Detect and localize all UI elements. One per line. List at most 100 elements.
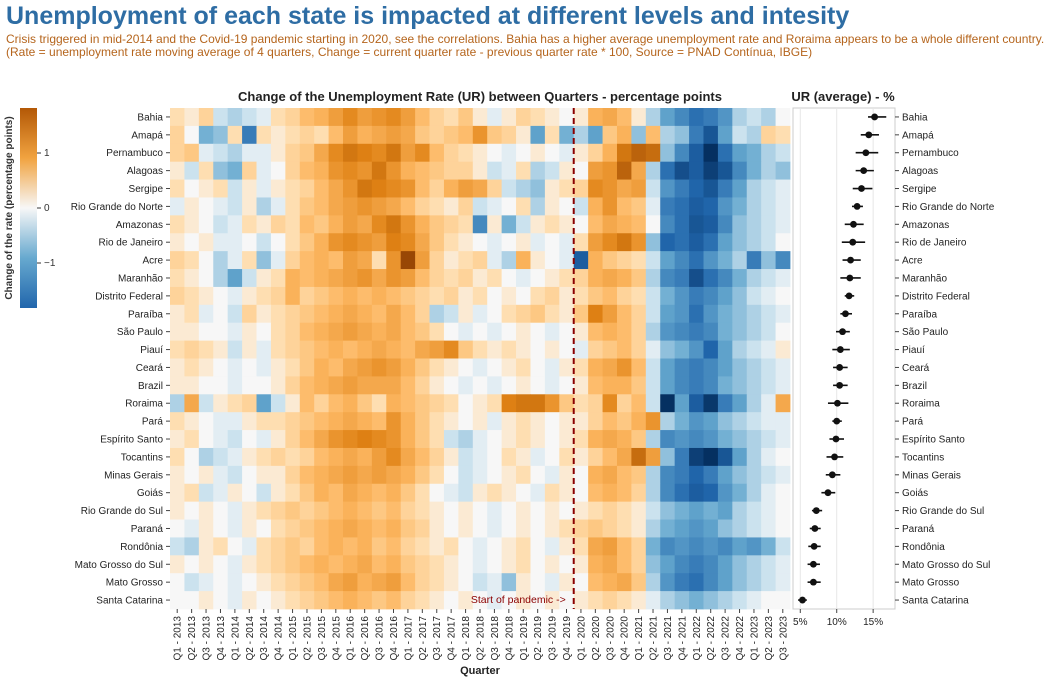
heatmap-cell bbox=[674, 108, 690, 127]
heatmap-cell bbox=[645, 483, 661, 503]
heatmap-cell bbox=[616, 108, 632, 127]
heatmap-cell bbox=[429, 286, 445, 306]
heatmap-cell bbox=[400, 573, 416, 592]
heatmap-cell bbox=[386, 340, 402, 359]
heatmap-cell bbox=[328, 465, 344, 485]
heatmap-cell bbox=[761, 358, 776, 377]
heatmap-cell bbox=[732, 465, 748, 485]
heatmap-cell bbox=[458, 519, 474, 538]
heatmap-cell bbox=[616, 537, 632, 556]
heatmap-cell bbox=[530, 286, 546, 306]
heatmap-cell bbox=[660, 179, 676, 198]
heatmap-cell bbox=[645, 465, 661, 485]
heatmap-cell bbox=[559, 125, 575, 145]
heatmap-cell bbox=[429, 412, 445, 431]
heatmap-cell bbox=[198, 555, 214, 574]
heatmap-cell bbox=[242, 197, 257, 216]
state-label: Paraná bbox=[131, 524, 164, 535]
heatmap-cell bbox=[588, 304, 603, 324]
heatmap-cell bbox=[501, 483, 517, 503]
heatmap-cell bbox=[227, 233, 243, 252]
heatmap-cell bbox=[544, 143, 560, 163]
heatmap-cell bbox=[645, 591, 661, 610]
heatmap-cell bbox=[689, 501, 704, 520]
heatmap-cell bbox=[501, 519, 517, 538]
heatmap-cell bbox=[530, 447, 546, 467]
heatmap-cell bbox=[227, 304, 243, 324]
heatmap-cell bbox=[415, 412, 430, 431]
heatmap-cell bbox=[616, 340, 632, 359]
heatmap-cell bbox=[746, 161, 762, 180]
heatmap-cell bbox=[429, 322, 445, 341]
heatmap-cell bbox=[674, 143, 690, 163]
heatmap-cell bbox=[660, 465, 676, 485]
dotplot-state-label: Distrito Federal bbox=[902, 291, 970, 302]
state-label: Goiás bbox=[137, 488, 163, 499]
heatmap-cell bbox=[573, 537, 589, 556]
heatmap-cell bbox=[299, 108, 315, 127]
heatmap-cell bbox=[227, 322, 243, 341]
heatmap-cell bbox=[732, 269, 748, 288]
heatmap-cell bbox=[242, 108, 257, 127]
heatmap-cell bbox=[616, 555, 632, 574]
heatmap-cell bbox=[487, 412, 503, 431]
heatmap-cell bbox=[256, 269, 272, 288]
heatmap-cell bbox=[256, 108, 272, 127]
heatmap-cell bbox=[530, 215, 546, 234]
heatmap-cell bbox=[314, 501, 330, 520]
state-label: Minas Gerais bbox=[104, 470, 163, 481]
heatmap-cell bbox=[314, 269, 330, 288]
dotplot-mean-dot bbox=[834, 399, 841, 407]
heatmap-cell bbox=[184, 465, 200, 485]
legend-title: Change of the rate (percentage points) bbox=[4, 116, 15, 299]
heatmap-cell bbox=[472, 430, 488, 449]
heatmap-cell bbox=[530, 340, 546, 359]
state-label: Alagoas bbox=[127, 166, 163, 177]
heatmap-cell bbox=[429, 197, 445, 216]
heatmap-cell bbox=[573, 340, 589, 359]
heatmap-cell bbox=[559, 179, 575, 198]
heatmap-cell bbox=[588, 340, 603, 359]
heatmap-cell bbox=[198, 322, 214, 341]
heatmap-cell bbox=[299, 143, 315, 163]
heatmap-cell bbox=[198, 483, 214, 503]
heatmap-cell bbox=[242, 233, 257, 252]
heatmap-cell bbox=[299, 591, 315, 610]
heatmap-cell bbox=[703, 412, 719, 431]
heatmap-cell bbox=[443, 286, 459, 306]
heatmap-cell bbox=[717, 358, 733, 377]
heatmap-cell bbox=[746, 340, 762, 359]
heatmap-cell bbox=[530, 233, 546, 252]
heatmap-cell bbox=[732, 322, 748, 341]
heatmap-cell bbox=[761, 233, 776, 252]
heatmap-cell bbox=[602, 286, 618, 306]
heatmap-cell bbox=[472, 483, 488, 503]
heatmap-cell bbox=[415, 430, 430, 449]
heatmap-cell bbox=[732, 304, 748, 324]
dotplot-mean-dot bbox=[865, 131, 873, 139]
heatmap-cell bbox=[631, 125, 647, 145]
heatmap-cell bbox=[256, 125, 272, 145]
heatmap-cell bbox=[616, 215, 632, 234]
heatmap-cell bbox=[573, 179, 589, 198]
heatmap-cell bbox=[299, 519, 315, 538]
heatmap-cell bbox=[645, 197, 661, 216]
heatmap-cell bbox=[328, 286, 344, 306]
heatmap-cell bbox=[775, 519, 791, 538]
heatmap-cell bbox=[314, 394, 330, 413]
heatmap-cell bbox=[270, 197, 286, 216]
heatmap-cell bbox=[487, 465, 503, 485]
heatmap-cell bbox=[717, 143, 733, 163]
heatmap-cell bbox=[703, 286, 719, 306]
heatmap-cell bbox=[299, 233, 315, 252]
heatmap-cell bbox=[544, 322, 560, 341]
heatmap-cell bbox=[170, 215, 185, 234]
heatmap-cell bbox=[242, 304, 257, 324]
heatmap-cell bbox=[703, 125, 719, 145]
heatmap-cell bbox=[487, 251, 503, 270]
heatmap-cell bbox=[660, 322, 676, 341]
heatmap-cell bbox=[400, 555, 416, 574]
heatmap-cell bbox=[674, 573, 690, 592]
heatmap-cell bbox=[703, 394, 719, 413]
heatmap-cell bbox=[400, 322, 416, 341]
